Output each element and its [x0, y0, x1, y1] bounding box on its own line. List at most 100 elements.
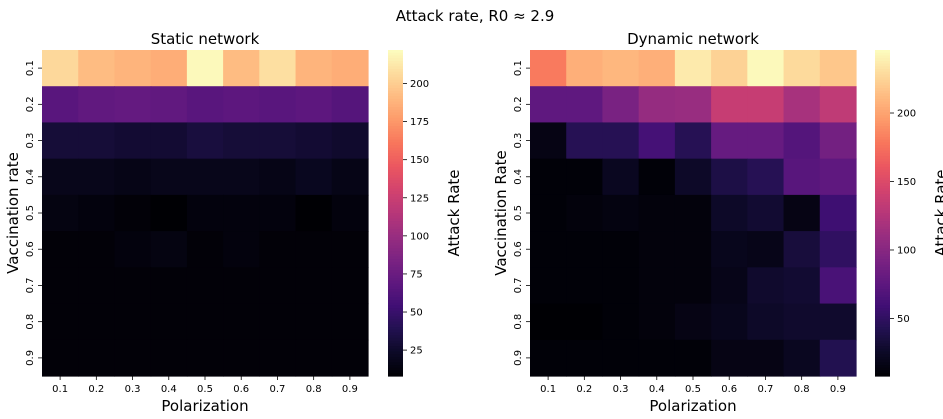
colorbar-segment	[875, 139, 890, 143]
heatmap-cell	[295, 50, 333, 87]
colorbar-segment	[875, 74, 890, 78]
heatmap-cell	[638, 231, 676, 268]
y-axis-label: Vaccination rate	[4, 152, 22, 274]
heatmap-cell	[42, 194, 79, 232]
colorbar-segment	[388, 50, 403, 54]
colorbar-segment	[875, 359, 890, 364]
panel-title: Static network	[151, 30, 260, 48]
colorbar-segment	[388, 98, 403, 103]
colorbar-segment	[388, 174, 403, 179]
colorbar-segment	[388, 297, 403, 301]
heatmap-cell	[223, 303, 260, 341]
colorbar-segment	[388, 123, 403, 127]
heatmap-cell	[295, 231, 333, 268]
heatmap-cell	[530, 339, 567, 377]
heatmap-cell	[566, 158, 604, 196]
colorbar-segment	[388, 337, 403, 342]
heatmap-cell	[331, 158, 369, 196]
heatmap-cell	[186, 158, 224, 196]
colorbar-segment	[875, 128, 890, 133]
heatmap-cell	[747, 339, 785, 377]
heatmap-cell	[566, 194, 604, 232]
colorbar-segment	[875, 302, 890, 306]
colorbar-segment	[875, 180, 890, 184]
figure-suptitle: Attack rate, R0 ≈ 2.9	[396, 7, 555, 25]
heatmap-cell	[783, 122, 821, 160]
heatmap-cell	[78, 303, 116, 341]
heatmap-cell	[150, 231, 188, 268]
colorbar-segment	[875, 85, 890, 89]
heatmap-cell	[223, 122, 260, 160]
x-tick-label: 0.8	[794, 384, 810, 395]
colorbar-segment	[388, 267, 403, 271]
colorbar-segment	[875, 294, 890, 298]
colorbar-segment	[388, 63, 403, 67]
heatmap-cell	[638, 194, 676, 232]
colorbar-segment	[875, 272, 890, 277]
colorbar-segment	[875, 215, 890, 220]
colorbar-segment	[875, 237, 890, 241]
heatmap-cell	[259, 194, 297, 232]
x-axis-label: Polarization	[161, 397, 248, 415]
colorbar-segment	[388, 351, 403, 355]
colorbar-segment	[388, 109, 403, 114]
heatmap-cell	[783, 267, 821, 305]
x-tick-label: 0.6	[233, 384, 249, 395]
colorbar-segment	[388, 221, 403, 225]
colorbar-tick-label: 125	[410, 193, 429, 204]
heatmap-cell	[674, 339, 712, 377]
colorbar-segment	[388, 90, 403, 95]
colorbar-segment	[875, 117, 890, 122]
colorbar-segment	[875, 134, 890, 138]
colorbar-segment	[875, 270, 890, 274]
heatmap-cell	[566, 339, 604, 377]
colorbar-segment	[388, 69, 403, 73]
colorbar-segment	[388, 93, 403, 97]
heatmap-cell	[711, 158, 748, 196]
panel-2: 0.1 0.2 0.3 0.4 0.5 0.6 0.7 0.8 0.9 0.1 0.2 0.3 0.4 0…	[492, 30, 943, 415]
heatmap-cell	[783, 303, 821, 341]
heatmap-cell	[186, 303, 224, 341]
heatmap-cell	[747, 122, 785, 160]
heatmap-cell	[602, 50, 640, 87]
colorbar-segment	[875, 150, 890, 154]
panel-title: Dynamic network	[627, 30, 759, 48]
heatmap-cell	[674, 303, 712, 341]
colorbar-segment	[875, 174, 890, 179]
heatmap-cell	[42, 267, 79, 305]
colorbar-tick-label: 75	[410, 269, 423, 280]
colorbar-segment	[875, 346, 890, 350]
colorbar-segment	[388, 115, 403, 119]
x-tick-label: 0.6	[721, 384, 737, 395]
colorbar-segment	[875, 112, 890, 116]
colorbar-segment	[875, 161, 890, 165]
y-tick-label: 0.7	[513, 277, 524, 293]
colorbar-segment	[875, 367, 890, 372]
heatmap-cell	[186, 194, 224, 232]
heatmap-cell	[711, 267, 748, 305]
colorbar-tick-label: 50	[897, 314, 910, 325]
colorbar-tick-label: 150	[410, 155, 429, 166]
heatmap-cell	[566, 50, 604, 87]
heatmap-cell	[747, 50, 785, 87]
colorbar-segment	[388, 180, 403, 184]
colorbar-segment	[875, 356, 890, 361]
heatmap-cell	[819, 122, 857, 160]
colorbar-segment	[388, 234, 403, 239]
heatmap-cell	[150, 86, 188, 124]
colorbar-segment	[875, 58, 890, 62]
colorbar-segment	[388, 52, 403, 57]
colorbar-segment	[388, 71, 403, 76]
colorbar-segment	[875, 337, 890, 342]
heatmap-cell	[602, 194, 640, 232]
colorbar-segment	[388, 373, 403, 377]
colorbar-segment	[875, 90, 890, 95]
colorbar-label: Attack Rate	[445, 169, 463, 256]
colorbar-segment	[388, 264, 403, 268]
colorbar-segment	[875, 123, 890, 127]
heatmap-cell	[78, 158, 116, 196]
colorbar-segment	[875, 245, 890, 249]
colorbar-segment	[388, 248, 403, 252]
colorbar-segment	[388, 210, 403, 214]
x-tick-label: 0.2	[88, 384, 104, 395]
